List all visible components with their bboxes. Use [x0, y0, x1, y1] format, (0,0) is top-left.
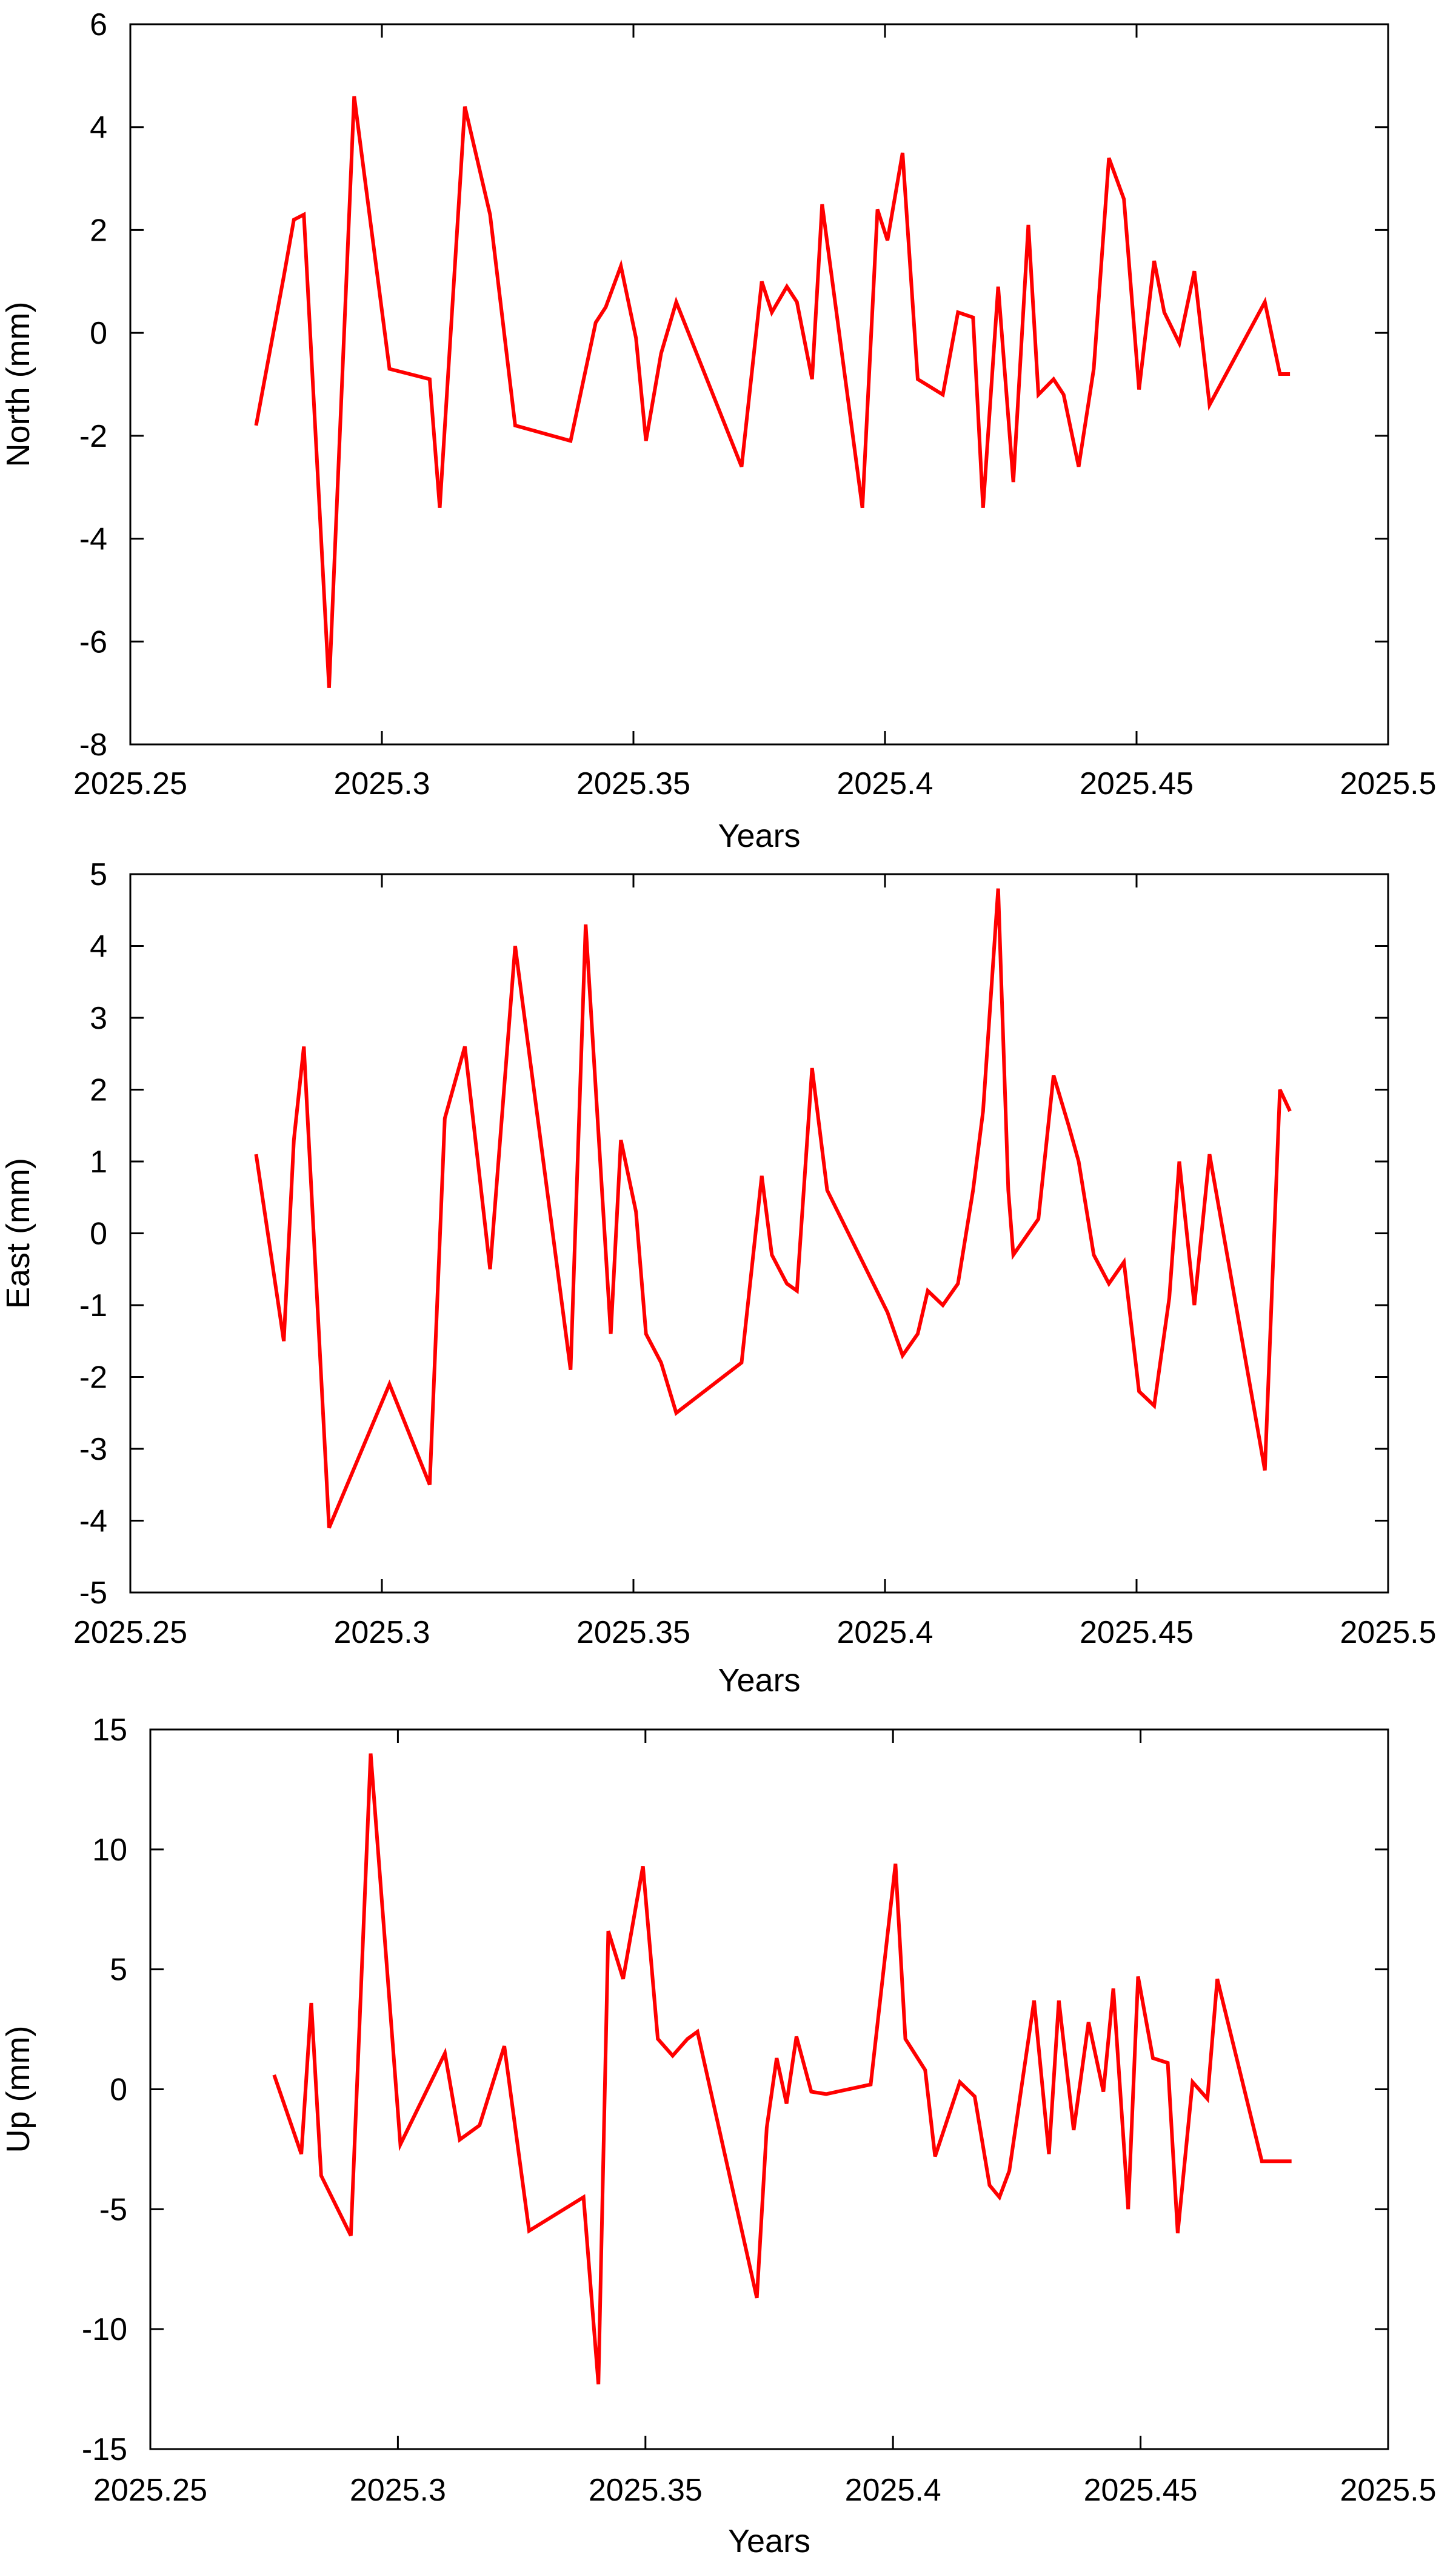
north-series-line — [254, 96, 1291, 688]
east-chart-svg: 2025.25 2025.3 2025.35 2025.4 2025.45 2025.5 -… — [0, 857, 1437, 1699]
east-x-tick-label: 2025.35 — [576, 1615, 690, 1650]
up-plot-panel: 2025.25 2025.3 2025.35 2025.4 2025.45 2025.5 -… — [0, 1706, 1456, 2560]
north-chart-svg: 2025.25 2025.3 2025.35 2025.4 2025.45 2025.5 -… — [0, 7, 1437, 853]
east-series-line — [254, 888, 1292, 1529]
east-y-tick-label: 4 — [90, 929, 107, 964]
east-x-tick-label: 2025.5 — [1340, 1615, 1436, 1650]
east-y-tick-label: 0 — [90, 1217, 107, 1252]
east-y-tick-label: -3 — [79, 1432, 107, 1467]
east-y-tick-label: 1 — [90, 1145, 107, 1180]
up-x-tick-label: 2025.45 — [1084, 2473, 1198, 2508]
north-plot-frame — [129, 23, 1389, 746]
east-y-axis-label: East (mm) — [0, 1158, 36, 1309]
north-y-tick-label: -2 — [79, 419, 107, 454]
east-y-tick-label: -4 — [79, 1504, 107, 1539]
north-x-tick-label: 2025.25 — [73, 766, 187, 801]
up-x-tick-label: 2025.5 — [1340, 2473, 1436, 2508]
north-x-axis-label: Years — [718, 818, 800, 853]
east-y-tick-label: -1 — [79, 1288, 107, 1323]
north-y-tick-label: 0 — [90, 316, 107, 351]
up-y-tick-label: 0 — [110, 2073, 127, 2108]
north-x-tick-label: 2025.4 — [837, 766, 933, 801]
north-y-tick-label: -4 — [79, 522, 107, 557]
east-y-tick-label: -2 — [79, 1360, 107, 1395]
up-x-tick-label: 2025.4 — [845, 2473, 941, 2508]
up-chart-svg: 2025.25 2025.3 2025.35 2025.4 2025.45 2025.5 -… — [0, 1713, 1437, 2559]
east-x-tick-label: 2025.4 — [837, 1615, 933, 1650]
east-y-tick-label: 3 — [90, 1001, 107, 1036]
up-x-tick-label: 2025.3 — [350, 2473, 446, 2508]
east-plot-panel: 2025.25 2025.3 2025.35 2025.4 2025.45 2025.5 -… — [0, 853, 1456, 1706]
up-y-tick-label: -10 — [82, 2312, 127, 2347]
up-y-axis-label: Up (mm) — [0, 2026, 36, 2153]
north-x-tick-label: 2025.35 — [576, 766, 690, 801]
east-x-tick-label: 2025.45 — [1080, 1615, 1194, 1650]
east-y-tick-label: 5 — [90, 857, 107, 892]
up-x-tick-label: 2025.25 — [93, 2473, 207, 2508]
up-y-tick-label: 5 — [110, 1953, 127, 1988]
north-x-tick-label: 2025.5 — [1340, 766, 1436, 801]
east-x-tick-label: 2025.3 — [333, 1615, 430, 1650]
north-x-tick-label: 2025.3 — [333, 766, 430, 801]
north-y-tick-label: -8 — [79, 727, 107, 763]
up-y-tick-label: -15 — [82, 2432, 127, 2467]
north-plot-panel: 2025.25 2025.3 2025.35 2025.4 2025.45 2025.5 -… — [0, 0, 1456, 853]
up-y-tick-label: 15 — [92, 1713, 127, 1748]
up-series-line — [272, 1753, 1292, 2385]
north-y-tick-label: 4 — [90, 110, 107, 145]
up-x-tick-label: 2025.35 — [589, 2473, 703, 2508]
north-y-axis-label: North (mm) — [0, 302, 36, 467]
up-y-tick-label: 10 — [92, 1833, 127, 1868]
east-x-axis-label: Years — [718, 1662, 800, 1699]
north-x-tick-label: 2025.45 — [1080, 766, 1194, 801]
up-x-axis-label: Years — [728, 2523, 810, 2559]
north-y-tick-label: -6 — [79, 624, 107, 660]
north-y-tick-label: 2 — [90, 213, 107, 248]
east-y-tick-label: -5 — [79, 1576, 107, 1611]
east-x-tick-label: 2025.25 — [73, 1615, 187, 1650]
north-y-tick-label: 6 — [90, 7, 107, 42]
east-plot-frame — [129, 873, 1389, 1594]
up-plot-frame — [149, 1728, 1389, 2450]
up-y-tick-label: -5 — [99, 2192, 127, 2227]
east-y-tick-label: 2 — [90, 1073, 107, 1108]
